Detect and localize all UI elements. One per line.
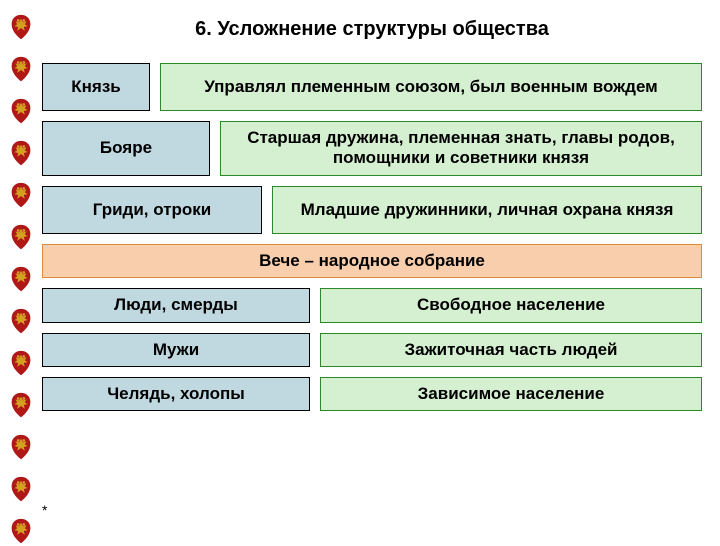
term-box: Челядь, холопы [42, 377, 310, 411]
term-box: Бояре [42, 121, 210, 176]
desc-box: Управлял племенным союзом, был военным в… [160, 63, 702, 111]
table-row: Мужи Зажиточная часть людей [42, 333, 702, 367]
emblem-column [6, 12, 36, 546]
term-box: Гриди, отроки [42, 186, 262, 234]
emblem-icon [6, 12, 36, 42]
emblem-icon [6, 54, 36, 84]
emblem-icon [6, 264, 36, 294]
table-row: БояреСтаршая дружина, племенная знать, г… [42, 121, 702, 176]
table-row: КнязьУправлял племенным союзом, был воен… [42, 63, 702, 111]
veche-box: Вече – народное собрание [42, 244, 702, 278]
rows-top: КнязьУправлял племенным союзом, был воен… [42, 63, 702, 234]
desc-box: Зажиточная часть людей [320, 333, 702, 367]
footer-star: * [42, 502, 47, 518]
emblem-icon [6, 222, 36, 252]
table-row: Челядь, холопы Зависимое население [42, 377, 702, 411]
desc-box: Старшая дружина, племенная знать, главы … [220, 121, 702, 176]
table-row: Люди, смерды Свободное население [42, 288, 702, 322]
emblem-icon [6, 96, 36, 126]
table-row: Гриди, отрокиМладшие дружинники, личная … [42, 186, 702, 234]
desc-box: Младшие дружинники, личная охрана князя [272, 186, 702, 234]
page-title: 6. Усложнение структуры общества [42, 18, 702, 41]
emblem-icon [6, 348, 36, 378]
term-box: Люди, смерды [42, 288, 310, 322]
desc-box: Свободное население [320, 288, 702, 322]
content-area: 6. Усложнение структуры общества КнязьУп… [42, 18, 702, 421]
emblem-icon [6, 138, 36, 168]
emblem-icon [6, 516, 36, 546]
emblem-icon [6, 390, 36, 420]
term-box: Мужи [42, 333, 310, 367]
desc-box: Зависимое население [320, 377, 702, 411]
rows-bottom: Люди, смерды Свободное население Мужи Зажит… [42, 288, 702, 411]
term-box: Князь [42, 63, 150, 111]
emblem-icon [6, 432, 36, 462]
emblem-icon [6, 180, 36, 210]
emblem-icon [6, 306, 36, 336]
emblem-icon [6, 474, 36, 504]
middle-row: Вече – народное собрание [42, 244, 702, 278]
